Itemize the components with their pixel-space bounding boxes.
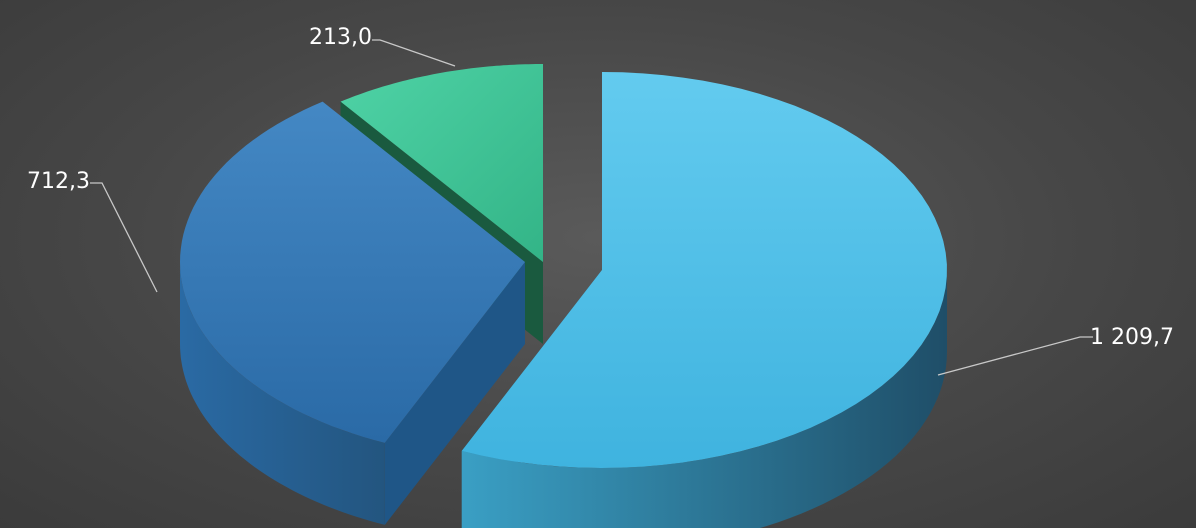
pie-labels: 1 209,7 712,3 213,0: [27, 25, 1174, 376]
data-label: 712,3: [27, 169, 90, 194]
slice-top: [461, 72, 947, 468]
label-leader-line: [372, 39, 456, 67]
label-leader-line: [937, 336, 1093, 376]
slice-top: [340, 64, 543, 262]
pie-slices: [180, 64, 947, 528]
slice-outer-side: [461, 270, 947, 528]
slice-side-face: [384, 262, 525, 525]
data-label: 213,0: [309, 25, 372, 50]
data-label: 1 209,7: [1090, 325, 1174, 350]
slice-top: [180, 101, 525, 443]
label-leader-line: [90, 182, 158, 293]
slice-outer-side: [180, 262, 385, 525]
pie-slice: [461, 72, 947, 528]
pie-slice: [180, 101, 525, 525]
